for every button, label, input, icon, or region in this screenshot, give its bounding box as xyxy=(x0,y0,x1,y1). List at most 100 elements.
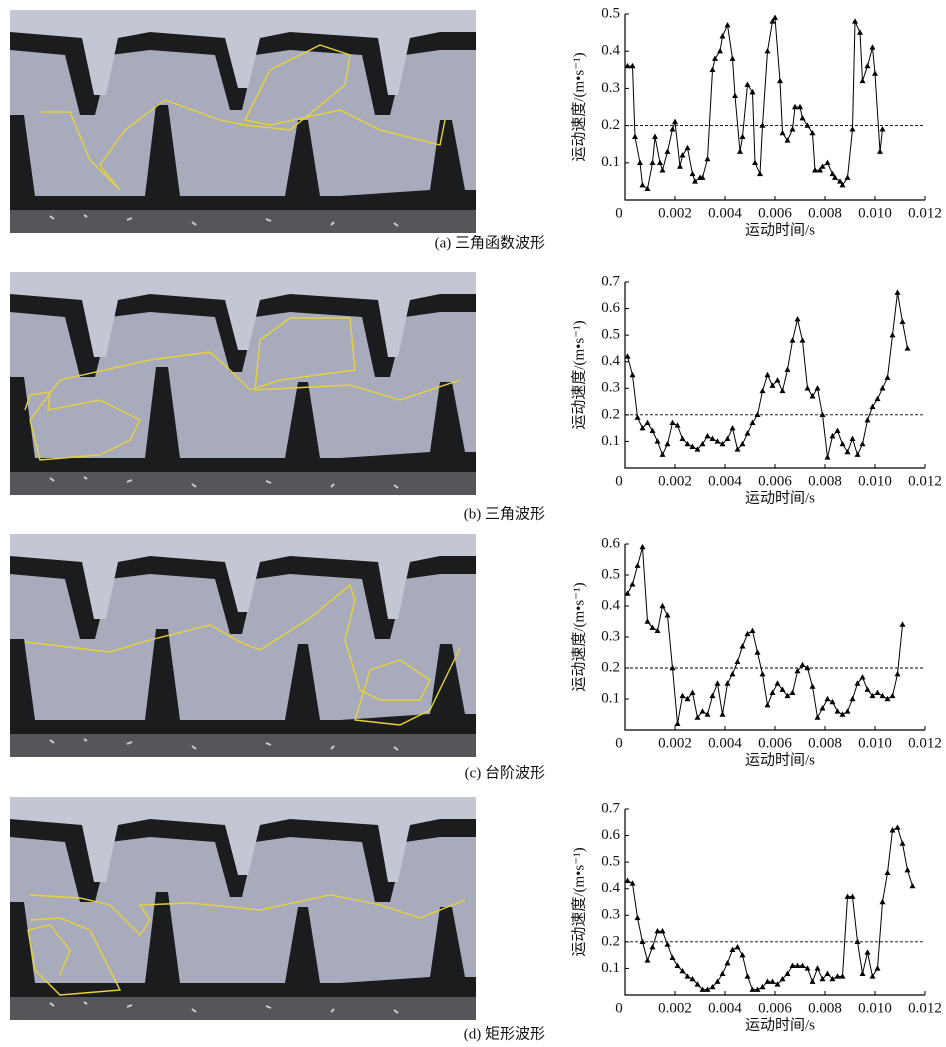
data-point xyxy=(649,624,656,630)
data-point xyxy=(624,590,631,596)
x-tick-label: 0.002 xyxy=(658,205,692,221)
data-point xyxy=(832,174,838,180)
data-point xyxy=(634,562,641,568)
data-point xyxy=(629,62,636,69)
data-point xyxy=(899,318,906,325)
y-tick-label: 0.5 xyxy=(601,854,620,870)
data-point xyxy=(864,949,871,955)
data-point xyxy=(889,692,896,699)
axes xyxy=(624,282,925,469)
data-point xyxy=(814,965,821,971)
data-point xyxy=(729,55,736,61)
data-point xyxy=(872,70,878,76)
data-point xyxy=(879,126,886,132)
data-point xyxy=(839,181,846,188)
data-point xyxy=(854,938,861,945)
data-point xyxy=(814,385,821,391)
data-point xyxy=(719,33,726,39)
data-point xyxy=(694,446,701,452)
line-chart: 0.1 0.2 0.3 0.4 0.5 0.6 0.7 0 0.002 0.004 0.006 0.0… xyxy=(464,273,942,522)
x-axis-label: 运动时间/s xyxy=(745,1016,815,1033)
data-point xyxy=(654,928,661,934)
data-point xyxy=(739,643,746,649)
data-point xyxy=(724,680,731,686)
data-point xyxy=(729,946,736,953)
x-tick-label: 0.008 xyxy=(808,735,842,751)
x-tick-label: 0.008 xyxy=(808,473,842,489)
data-point xyxy=(639,424,646,431)
data-point xyxy=(904,345,911,351)
data-point xyxy=(869,44,876,50)
x-tick-label: 0.002 xyxy=(658,1000,692,1016)
particle-track xyxy=(27,894,466,996)
data-point xyxy=(764,978,771,984)
data-point xyxy=(649,943,656,950)
data-point xyxy=(684,695,691,702)
data-point xyxy=(889,331,896,338)
x-tick-label: 0.004 xyxy=(708,735,742,751)
data-point xyxy=(677,163,683,169)
y-tick-label: 0.2 xyxy=(601,406,620,422)
data-point xyxy=(659,451,666,457)
axes xyxy=(624,809,925,996)
y-tick-label: 0.6 xyxy=(601,535,620,551)
line-chart: 0.1 0.2 0.3 0.4 0.5 0.6 0.7 0 0.002 0.004 0.006 0.0… xyxy=(464,800,942,1042)
data-point xyxy=(769,978,776,984)
data-point xyxy=(709,983,716,990)
data-point xyxy=(754,411,761,418)
y-tick-label: 0.3 xyxy=(601,80,620,96)
data-point xyxy=(694,714,701,720)
y-axis-label: 运动速度/(m•s⁻¹) xyxy=(570,582,587,691)
x-tick-label: 0.006 xyxy=(758,205,792,221)
data-point xyxy=(624,62,631,69)
data-point xyxy=(709,66,716,72)
data-point xyxy=(819,975,826,982)
x-tick-label: 0.012 xyxy=(908,473,942,489)
data-point xyxy=(714,438,721,444)
data-point xyxy=(804,122,811,128)
y-tick-label: 0.4 xyxy=(601,353,620,369)
data-point xyxy=(837,178,843,184)
data-point xyxy=(684,144,691,151)
data-point xyxy=(879,385,886,391)
data-point xyxy=(664,612,671,618)
x-tick-label: 0 xyxy=(615,473,623,489)
data-point xyxy=(779,686,786,692)
data-point xyxy=(737,148,743,154)
data-point xyxy=(784,692,791,699)
data-point xyxy=(824,454,831,460)
data-point xyxy=(809,978,816,984)
data-point xyxy=(679,152,686,158)
data-point xyxy=(644,185,651,192)
data-point xyxy=(804,664,811,671)
data-point xyxy=(777,77,783,84)
x-tick-label: 0.004 xyxy=(708,205,742,221)
data-point xyxy=(789,689,796,695)
data-point xyxy=(654,627,661,633)
data-point xyxy=(869,403,876,410)
data-point xyxy=(769,18,776,24)
y-tick-label: 0.1 xyxy=(601,960,620,976)
data-point xyxy=(774,981,781,987)
data-point xyxy=(664,941,671,947)
y-tick-label: 0.2 xyxy=(601,659,620,675)
data-point xyxy=(819,705,826,711)
data-point xyxy=(624,353,631,359)
data-point xyxy=(844,893,851,899)
data-point xyxy=(634,414,641,420)
data-point xyxy=(679,435,686,441)
data-point xyxy=(629,371,636,378)
data-point xyxy=(744,630,751,637)
data-point xyxy=(659,928,666,934)
x-tick-label: 0.006 xyxy=(758,473,792,489)
y-tick-label: 0.5 xyxy=(601,566,620,582)
data-point xyxy=(639,181,646,188)
data-point xyxy=(794,316,801,322)
data-point xyxy=(744,973,751,979)
data-point xyxy=(749,419,756,426)
data-point xyxy=(789,337,796,343)
caption: (d) 矩形波形 xyxy=(464,1025,545,1042)
data-point xyxy=(637,159,643,165)
data-point xyxy=(644,419,651,426)
x-tick-label: 0.002 xyxy=(658,735,692,751)
